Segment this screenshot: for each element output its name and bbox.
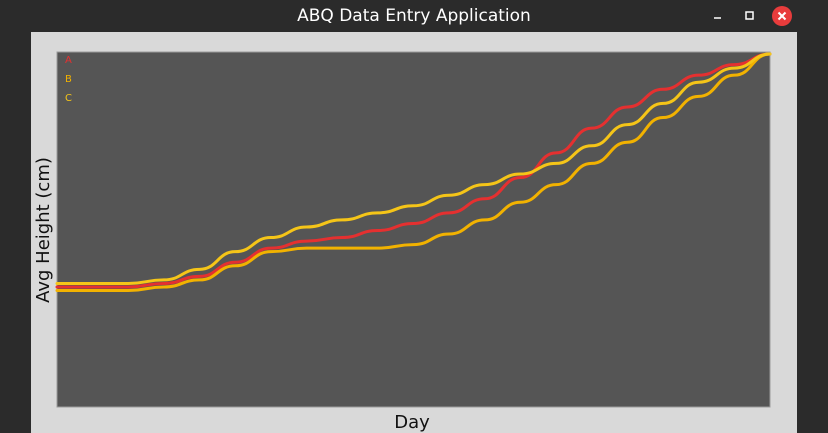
title-bar[interactable]: ABQ Data Entry Application (0, 0, 828, 32)
legend-entry-b: B (65, 74, 72, 85)
close-icon (777, 11, 787, 21)
legend-entry-a: A (65, 55, 72, 66)
y-axis-label: Avg Height (cm) (33, 157, 54, 303)
legend-entry-c: C (65, 93, 72, 104)
maximize-icon (745, 11, 754, 20)
legend: ABC (65, 55, 72, 104)
close-button[interactable] (772, 6, 792, 26)
x-axis-label: Day (394, 412, 430, 433)
minimize-button[interactable] (708, 6, 728, 26)
series-line-a (55, 52, 772, 289)
series-layer (55, 52, 772, 293)
maximize-button[interactable] (740, 6, 760, 26)
series-line-b (55, 52, 772, 293)
plot-area (56, 51, 771, 408)
window-title: ABQ Data Entry Application (297, 6, 531, 26)
series-line-c (55, 52, 772, 285)
line-chart: ABC Avg Height (cm) Day (33, 51, 772, 433)
minimize-icon (714, 17, 721, 19)
